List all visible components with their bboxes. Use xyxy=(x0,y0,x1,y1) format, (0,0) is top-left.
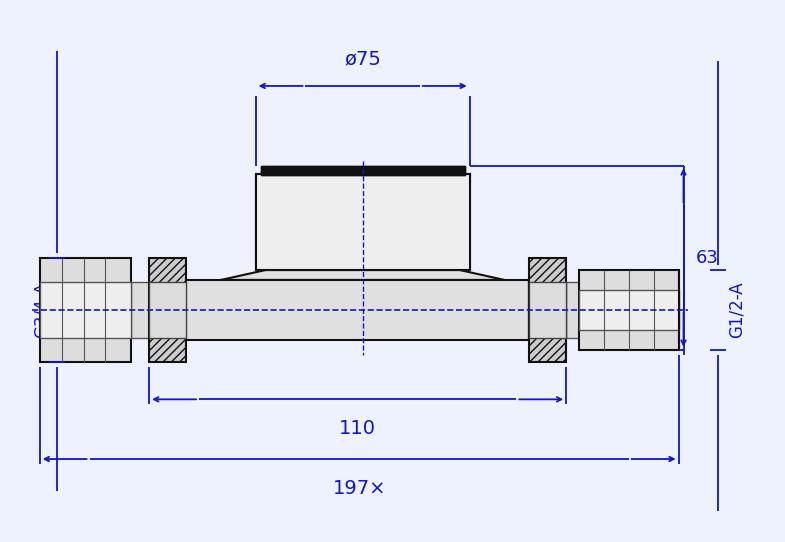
Bar xyxy=(186,280,529,340)
Bar xyxy=(256,173,469,270)
Bar xyxy=(40,258,131,362)
Text: 110: 110 xyxy=(339,419,376,438)
Bar xyxy=(566,282,579,338)
Text: 197×: 197× xyxy=(332,479,386,498)
Text: ø75: ø75 xyxy=(344,49,381,68)
Polygon shape xyxy=(221,270,505,280)
Bar xyxy=(579,270,678,350)
Text: 63: 63 xyxy=(696,249,718,267)
Bar xyxy=(529,258,566,362)
Bar xyxy=(579,290,678,330)
Bar xyxy=(261,165,465,176)
Polygon shape xyxy=(186,280,221,338)
Bar xyxy=(261,165,465,176)
Text: G3/4-A: G3/4-A xyxy=(33,281,51,338)
Bar xyxy=(131,282,149,338)
Text: G1/2-A: G1/2-A xyxy=(727,281,745,338)
Bar xyxy=(256,173,469,270)
Bar xyxy=(529,282,566,338)
Bar xyxy=(149,282,186,338)
Bar xyxy=(149,258,186,362)
Bar xyxy=(40,282,131,338)
